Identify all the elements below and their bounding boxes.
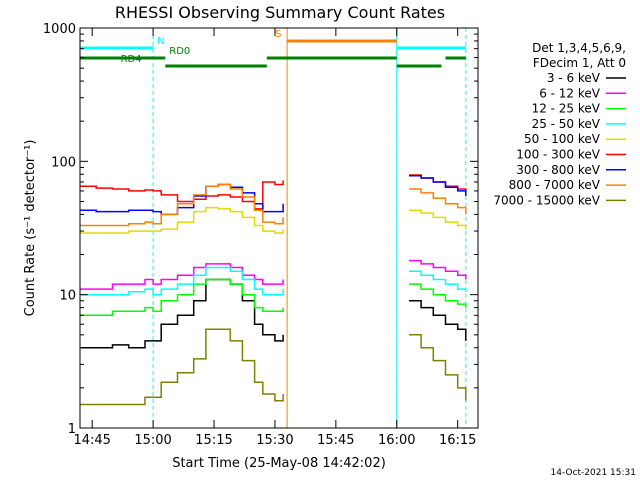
axes: 14:45 15:00 15:15 15:30 15:45 16:00 16:15 1 10 10… bbox=[43, 22, 479, 448]
y-axis-title: Count Rate (s⁻¹ detector⁻¹) bbox=[23, 140, 38, 317]
legend-label-2: 12 - 25 keV bbox=[532, 102, 601, 116]
timestamp-label: 14-Oct-2021 15:31 bbox=[551, 468, 636, 478]
legend: Det 1,3,4,5,6,9,FDecim 1, Att 03 - 6 keV… bbox=[493, 41, 626, 207]
x-axis-title: Start Time (25-May-08 14:42:02) bbox=[172, 456, 386, 471]
flag-label-n: N bbox=[157, 36, 164, 47]
x-tick-label-2: 15:15 bbox=[195, 433, 232, 448]
y-tick-label-0: 1 bbox=[68, 422, 76, 437]
legend-label-6: 300 - 800 keV bbox=[516, 163, 600, 177]
x-tick-label-1: 15:00 bbox=[134, 433, 171, 448]
legend-label-3: 25 - 50 keV bbox=[532, 117, 601, 131]
x-tick-label-6: 16:15 bbox=[439, 433, 476, 448]
legend-label-0: 3 - 6 keV bbox=[547, 71, 601, 85]
series-line-7 bbox=[80, 183, 467, 227]
legend-header-1: FDecim 1, Att 0 bbox=[533, 56, 626, 70]
legend-label-5: 100 - 300 keV bbox=[516, 148, 600, 162]
y-tick-label-2: 100 bbox=[51, 155, 76, 170]
flag-label-s: S bbox=[275, 29, 281, 40]
chart-title: RHESSI Observing Summary Count Rates bbox=[115, 3, 445, 22]
y-tick-label-1: 10 bbox=[59, 289, 76, 304]
series-line-1 bbox=[80, 259, 467, 290]
plot-area: N RD0 RD4 S bbox=[79, 28, 467, 428]
series-line-4 bbox=[80, 206, 467, 234]
series-line-0 bbox=[80, 278, 467, 349]
x-tick-label-3: 15:30 bbox=[256, 433, 293, 448]
series-line-3 bbox=[80, 266, 467, 296]
flag-label-rd4: RD4 bbox=[121, 54, 142, 65]
plot-frame bbox=[79, 27, 479, 429]
flag-label-rd0: RD0 bbox=[169, 46, 190, 57]
x-tick-label-4: 15:45 bbox=[317, 433, 354, 448]
series-line-8 bbox=[80, 328, 467, 406]
series-line-5 bbox=[80, 174, 467, 210]
legend-label-1: 6 - 12 keV bbox=[539, 86, 601, 100]
y-tick-label-3: 1000 bbox=[43, 22, 76, 37]
legend-header-0: Det 1,3,4,5,6,9, bbox=[532, 41, 626, 55]
series-line-6 bbox=[80, 174, 467, 216]
x-tick-label-5: 16:00 bbox=[378, 433, 415, 448]
legend-label-4: 50 - 100 keV bbox=[524, 132, 601, 146]
legend-label-8: 7000 - 15000 keV bbox=[493, 193, 600, 207]
legend-label-7: 800 - 7000 keV bbox=[509, 178, 601, 192]
series-line-2 bbox=[80, 278, 467, 317]
x-tick-label-0: 14:45 bbox=[73, 433, 110, 448]
